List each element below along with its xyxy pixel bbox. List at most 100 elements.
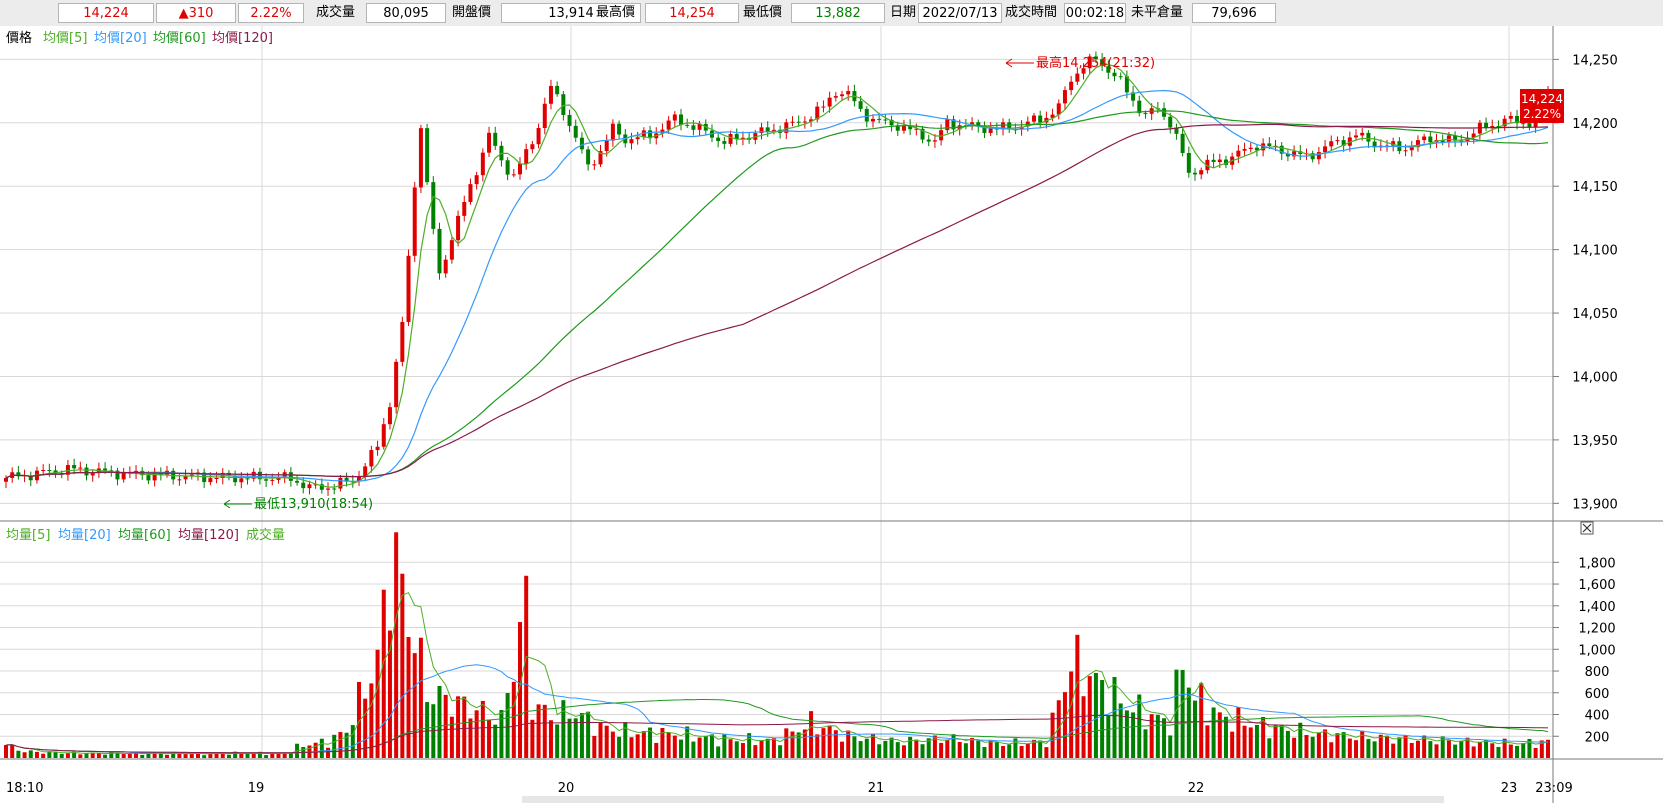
price-tick-label: 14,000 — [1572, 370, 1618, 385]
price-legend: 價格 均價[5] 均價[20] 均價[60] 均價[120] — [6, 30, 273, 46]
candle-body — [418, 128, 423, 188]
last-price-tag-pct: 2.22% — [1523, 107, 1561, 121]
volume-tick-label: 600 — [1585, 687, 1610, 702]
low-annotation: 最低13,910(18:54) — [223, 497, 373, 512]
candle-body — [1050, 114, 1055, 118]
volume-bar — [709, 734, 714, 758]
high-annotation-label: 最高14,254(21:32) — [1036, 55, 1155, 71]
volume-bar — [703, 736, 708, 758]
volume-bar — [1044, 747, 1049, 758]
candle-body — [264, 479, 269, 481]
legend-ma120: 均價[120] — [212, 31, 273, 46]
candle-body — [288, 472, 293, 481]
close-panel-button[interactable] — [1580, 521, 1594, 535]
volume-bar — [1422, 735, 1427, 758]
candle-body — [171, 470, 176, 480]
candle-body — [1366, 132, 1371, 142]
candle-body — [121, 473, 126, 480]
volume-bar — [65, 753, 70, 758]
candle-body — [375, 446, 380, 451]
volume-bar — [332, 734, 337, 758]
volume-bar — [1199, 683, 1204, 758]
candle-body — [1038, 115, 1043, 123]
candle-body — [295, 480, 300, 483]
legend-volume: 成交量 — [246, 527, 285, 543]
candle-body — [474, 175, 479, 185]
candle-body — [784, 122, 789, 133]
volume-bar — [1428, 741, 1433, 758]
volume-bar — [518, 622, 522, 758]
candle-body — [394, 361, 399, 408]
close-icon[interactable] — [1582, 523, 1592, 533]
volume-bar — [1131, 712, 1136, 758]
candle-body — [932, 140, 937, 142]
time-tick-label: 20 — [558, 781, 575, 796]
volume-bar — [1242, 725, 1247, 758]
volume-bar — [864, 738, 869, 758]
candle-body — [307, 484, 312, 489]
volume-bar — [1124, 710, 1129, 758]
time-tick-label: 23 — [1501, 781, 1518, 796]
volume-bar — [511, 681, 516, 758]
candle-body — [1124, 76, 1129, 93]
volume-bar — [1378, 734, 1383, 758]
volume-bar — [1539, 740, 1544, 758]
candle-body — [895, 125, 900, 131]
volume-ma120-line — [5, 714, 1549, 754]
legend-vol-ma60: 均量[60] — [118, 528, 171, 543]
volume-bar — [1440, 736, 1445, 758]
volume-bar — [282, 753, 287, 758]
volume-bar — [685, 726, 690, 758]
last-price-value: 14,224 — [58, 3, 154, 23]
candle-body — [177, 479, 182, 481]
volume-bar — [1341, 732, 1346, 758]
candle-body — [598, 151, 603, 165]
ma20-line — [5, 89, 1549, 483]
candle-body — [208, 478, 213, 483]
volume-bar — [1075, 634, 1080, 758]
volume-bar — [28, 750, 33, 758]
volume-grid — [0, 561, 1553, 737]
volume-bar — [982, 746, 987, 758]
volume-bar — [1162, 718, 1167, 758]
volume-bar — [1211, 707, 1216, 758]
volume-bar — [425, 702, 430, 758]
candle-body — [1409, 147, 1414, 151]
candle-body — [332, 488, 337, 490]
low-label: 最低價 — [743, 5, 783, 20]
candle-body — [716, 137, 721, 142]
volume-bar — [1193, 700, 1198, 758]
candle-body — [41, 470, 46, 472]
candle-body — [1137, 100, 1142, 114]
volume-value: 80,095 — [366, 3, 446, 23]
volume-bar — [957, 742, 962, 758]
quote-info-bar: 14,224 ▲310 2.22% 成交量 80,095 開盤價 13,914 … — [0, 0, 1663, 26]
candle-body — [1075, 73, 1080, 82]
volume-bar — [1384, 735, 1389, 758]
volume-bar — [1465, 737, 1470, 758]
volume-bar — [474, 710, 479, 758]
time-axis: 18:10 19 20 21 22 23 23:09 — [6, 781, 1573, 796]
volume-tick-label: 200 — [1585, 730, 1610, 745]
horizontal-scrollbar[interactable] — [522, 796, 1444, 803]
candle-body — [1428, 136, 1433, 143]
volume-bar — [47, 751, 52, 758]
volume-bar — [468, 718, 473, 758]
volume-bar — [691, 741, 696, 758]
low-value: 13,882 — [791, 3, 885, 23]
candle-body — [257, 471, 262, 480]
candle-body — [344, 477, 349, 482]
legend-vol-ma120: 均量[120] — [178, 528, 239, 543]
volume-bar — [239, 753, 244, 758]
candle-body — [493, 132, 498, 146]
volume-bar — [976, 740, 981, 758]
volume-bar — [846, 730, 851, 758]
open-label: 開盤價 — [452, 5, 492, 20]
candle-body — [1236, 150, 1241, 157]
futures-chart: 13,900 13,950 14,000 14,050 14,100 14,150 14,2… — [0, 26, 1663, 803]
time-tick-label: 21 — [868, 781, 885, 796]
price-tick-label: 14,050 — [1572, 307, 1618, 322]
candle-body — [765, 127, 770, 132]
volume-bar — [623, 722, 628, 758]
candle-body — [858, 101, 863, 109]
